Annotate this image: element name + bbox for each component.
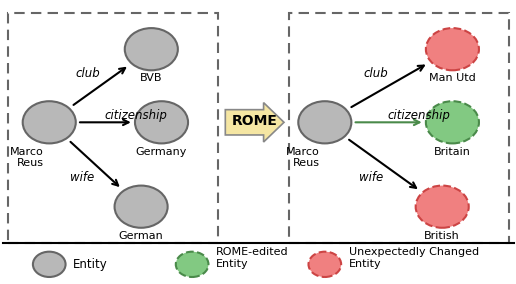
Text: Germany: Germany (136, 147, 187, 156)
Text: club: club (75, 67, 100, 80)
Ellipse shape (426, 28, 479, 70)
Ellipse shape (115, 185, 168, 228)
Text: Entity: Entity (73, 258, 108, 271)
Text: club: club (363, 67, 388, 80)
Ellipse shape (23, 101, 76, 143)
Ellipse shape (298, 101, 351, 143)
FancyArrow shape (225, 103, 284, 142)
Ellipse shape (135, 101, 188, 143)
Text: wife: wife (70, 171, 94, 184)
Text: BVB: BVB (140, 74, 163, 83)
Text: citizenship: citizenship (105, 109, 167, 122)
Ellipse shape (416, 185, 469, 228)
Text: ROME-edited
Entity: ROME-edited Entity (216, 247, 289, 269)
Text: Man Utd: Man Utd (429, 74, 476, 83)
Text: British: British (424, 231, 460, 241)
Text: wife: wife (359, 171, 383, 184)
Text: Marco
Reus: Marco Reus (10, 147, 44, 168)
Text: Unexpectedly Changed
Entity: Unexpectedly Changed Entity (349, 247, 479, 269)
Ellipse shape (33, 252, 66, 277)
Text: Marco
Reus: Marco Reus (286, 147, 319, 168)
Text: Britain: Britain (434, 147, 471, 156)
Text: German: German (119, 231, 164, 241)
Ellipse shape (426, 101, 479, 143)
Ellipse shape (309, 252, 341, 277)
Ellipse shape (176, 252, 208, 277)
Text: ROME: ROME (232, 114, 278, 128)
Ellipse shape (125, 28, 178, 70)
Text: citizenship: citizenship (388, 109, 450, 122)
